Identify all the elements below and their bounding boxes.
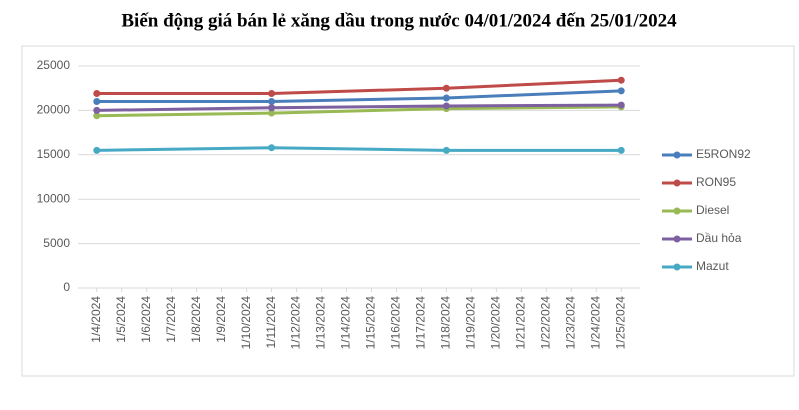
series-line <box>96 146 622 152</box>
x-tick-label: 1/5/2024 <box>114 296 128 343</box>
x-tick-label: 1/25/2024 <box>613 296 627 350</box>
data-point <box>442 84 450 92</box>
x-tick-label: 1/20/2024 <box>489 296 503 350</box>
x-tick-label: 1/12/2024 <box>289 296 303 350</box>
data-point <box>617 76 625 84</box>
data-point <box>617 146 625 154</box>
legend-marker <box>673 207 681 215</box>
x-tick-label: 1/7/2024 <box>164 296 178 343</box>
y-tick-label: 25000 <box>37 58 71 72</box>
x-tick-label: 1/22/2024 <box>538 296 552 350</box>
x-tick-label: 1/11/2024 <box>264 296 278 349</box>
legend-marker <box>673 151 681 159</box>
series-line <box>96 78 622 96</box>
x-tick-label: 1/13/2024 <box>314 296 328 350</box>
legend-label: RON95 <box>696 175 736 189</box>
data-point <box>442 146 450 154</box>
y-tick-label: 20000 <box>37 103 71 117</box>
y-tick-label: 10000 <box>37 191 71 205</box>
data-point <box>442 102 450 110</box>
data-point <box>617 101 625 109</box>
x-tick-label: 1/10/2024 <box>239 296 253 350</box>
data-point <box>268 109 276 117</box>
series-line <box>96 89 622 104</box>
chart-title: Biến động giá bán lẻ xăng dầu trong nước… <box>121 10 677 31</box>
legend-label: Dầu hỏa <box>696 231 742 245</box>
x-tick-label: 1/24/2024 <box>588 296 602 350</box>
legend-label: Mazut <box>696 259 729 273</box>
data-point <box>617 87 625 95</box>
y-tick-label: 15000 <box>37 147 71 161</box>
y-tick-label: 0 <box>63 280 70 294</box>
x-tick-label: 1/6/2024 <box>139 296 153 343</box>
y-tick-label: 5000 <box>43 236 70 250</box>
legend-marker <box>673 235 681 243</box>
x-tick-label: 1/8/2024 <box>189 296 203 343</box>
x-tick-label: 1/19/2024 <box>464 296 478 350</box>
x-tick-label: 1/18/2024 <box>439 296 453 350</box>
data-point <box>268 90 276 98</box>
data-point <box>442 94 450 102</box>
legend-label: Diesel <box>696 203 729 217</box>
data-point <box>93 90 101 98</box>
x-tick-label: 1/21/2024 <box>514 296 528 350</box>
x-tick-label: 1/9/2024 <box>214 296 228 343</box>
data-point <box>93 146 101 154</box>
data-point <box>268 144 276 152</box>
x-tick-label: 1/14/2024 <box>339 296 353 350</box>
data-point <box>268 104 276 112</box>
data-point <box>93 112 101 120</box>
data-point <box>268 98 276 106</box>
data-point <box>93 98 101 106</box>
x-tick-label: 1/4/2024 <box>89 296 103 343</box>
x-tick-label: 1/17/2024 <box>414 296 428 350</box>
legend-marker <box>673 263 681 271</box>
data-point <box>93 106 101 114</box>
legend-label: E5RON92 <box>696 147 751 161</box>
legend-marker <box>673 179 681 187</box>
x-tick-label: 1/23/2024 <box>563 296 577 350</box>
series-line <box>96 103 622 112</box>
chart-border <box>21 45 795 377</box>
x-tick-label: 1/16/2024 <box>389 296 403 350</box>
series-line <box>96 105 622 118</box>
x-tick-label: 1/15/2024 <box>364 296 378 350</box>
